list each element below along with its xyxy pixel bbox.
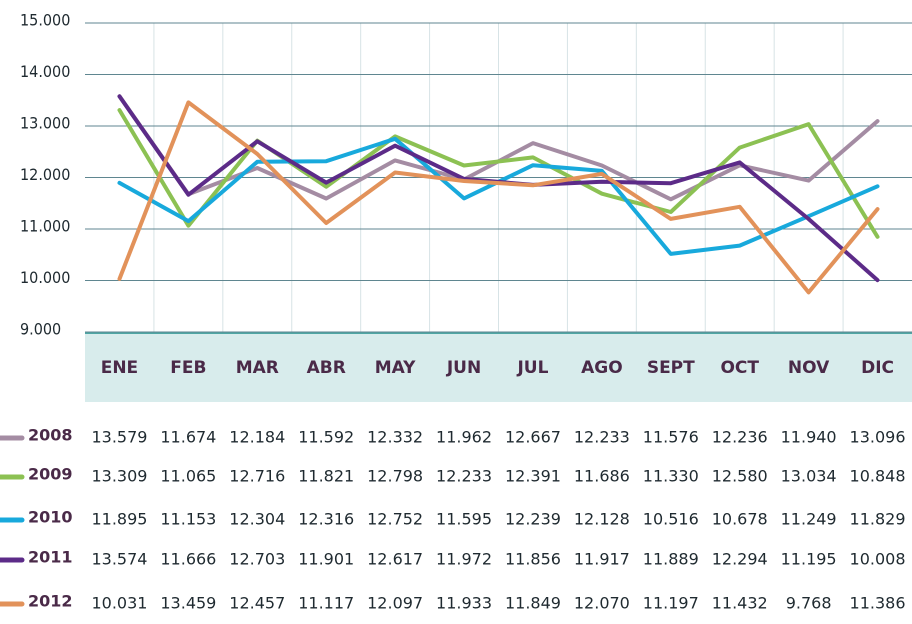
table-cell: 11.195 <box>781 550 837 569</box>
table-cell: 11.895 <box>91 510 147 529</box>
header-band <box>85 332 912 402</box>
table-cell: 11.962 <box>436 428 492 447</box>
x-tick-label: NOV <box>788 358 830 378</box>
y-tick-label: 12.000 <box>20 165 70 184</box>
y-tick-label: 9.000 <box>20 320 61 339</box>
table-cell: 12.752 <box>367 510 423 529</box>
x-tick-label: OCT <box>720 358 759 378</box>
table-cell: 12.703 <box>229 550 285 569</box>
table-cell: 11.829 <box>850 510 906 529</box>
table-cell: 11.972 <box>436 550 492 569</box>
table-cell: 12.316 <box>298 510 354 529</box>
legend-label: 2011 <box>28 548 73 567</box>
legend-label: 2008 <box>28 426 73 445</box>
series-line <box>117 108 880 239</box>
table-cell: 12.391 <box>505 467 561 486</box>
table-cell: 12.239 <box>505 510 561 529</box>
table-cell: 11.197 <box>643 594 699 613</box>
table-cell: 12.070 <box>574 594 630 613</box>
table-cell: 11.901 <box>298 550 354 569</box>
table-cell: 10.848 <box>850 467 906 486</box>
legend-label: 2010 <box>28 508 73 527</box>
table-cell: 11.595 <box>436 510 492 529</box>
table-cell: 10.031 <box>91 594 147 613</box>
table-cell: 13.034 <box>781 467 837 486</box>
table-cell: 11.933 <box>436 594 492 613</box>
y-tick-label: 13.000 <box>20 114 70 133</box>
table-cell: 11.674 <box>160 428 216 447</box>
table-cell: 11.849 <box>505 594 561 613</box>
table-cell: 11.386 <box>850 594 906 613</box>
table-cell: 11.889 <box>643 550 699 569</box>
legend-label: 2012 <box>28 592 73 611</box>
table-cell: 11.117 <box>298 594 354 613</box>
table-cell: 13.579 <box>91 428 147 447</box>
table-cell: 11.592 <box>298 428 354 447</box>
table-cell: 11.821 <box>298 467 354 486</box>
table-cell: 12.457 <box>229 594 285 613</box>
x-tick-label: DIC <box>861 358 894 378</box>
table-cell: 11.686 <box>574 467 630 486</box>
x-tick-label: MAY <box>375 358 416 378</box>
table-cell: 12.667 <box>505 428 561 447</box>
y-tick-label: 11.000 <box>20 217 70 236</box>
table-cell: 12.716 <box>229 467 285 486</box>
table-cell: 12.798 <box>367 467 423 486</box>
table-cell: 11.153 <box>160 510 216 529</box>
table-cell: 13.459 <box>160 594 216 613</box>
table-cell: 12.332 <box>367 428 423 447</box>
y-tick-label: 10.000 <box>20 268 70 287</box>
table-cell: 11.666 <box>160 550 216 569</box>
table-cell: 12.236 <box>712 428 768 447</box>
table-cell: 10.008 <box>850 550 906 569</box>
table-cell: 10.678 <box>712 510 768 529</box>
table-cell: 12.580 <box>712 467 768 486</box>
table-cell: 10.516 <box>643 510 699 529</box>
x-tick-label: SEPT <box>647 358 695 378</box>
table-cell: 13.096 <box>850 428 906 447</box>
table-cell: 11.917 <box>574 550 630 569</box>
x-tick-label: FEB <box>170 358 206 378</box>
table-cell: 12.233 <box>574 428 630 447</box>
table-cell: 11.065 <box>160 467 216 486</box>
x-tick-label: ABR <box>307 358 346 378</box>
table-cell: 12.097 <box>367 594 423 613</box>
x-tick-label: ENE <box>101 358 138 378</box>
series-line <box>117 100 880 295</box>
x-tick-label: JUL <box>516 358 548 378</box>
x-tick-label: MAR <box>236 358 279 378</box>
table-cell: 12.304 <box>229 510 285 529</box>
table-cell: 11.330 <box>643 467 699 486</box>
legend-label: 2009 <box>28 465 73 484</box>
table-cell: 11.856 <box>505 550 561 569</box>
table-cell: 12.233 <box>436 467 492 486</box>
table-cell: 11.249 <box>781 510 837 529</box>
table-cell: 13.309 <box>91 467 147 486</box>
y-tick-label: 14.000 <box>20 62 70 81</box>
table-cell: 11.940 <box>781 428 837 447</box>
table-cell: 12.294 <box>712 550 768 569</box>
x-tick-label: JUN <box>446 358 481 378</box>
table-cell: 11.432 <box>712 594 768 613</box>
table-cell: 9.768 <box>786 594 832 613</box>
x-tick-label: AGO <box>581 358 623 378</box>
table-cell: 13.574 <box>91 550 147 569</box>
table-cell: 12.128 <box>574 510 630 529</box>
table-cell: 11.576 <box>643 428 699 447</box>
table-cell: 12.184 <box>229 428 285 447</box>
table-cell: 12.617 <box>367 550 423 569</box>
y-tick-label: 15.000 <box>20 11 70 30</box>
